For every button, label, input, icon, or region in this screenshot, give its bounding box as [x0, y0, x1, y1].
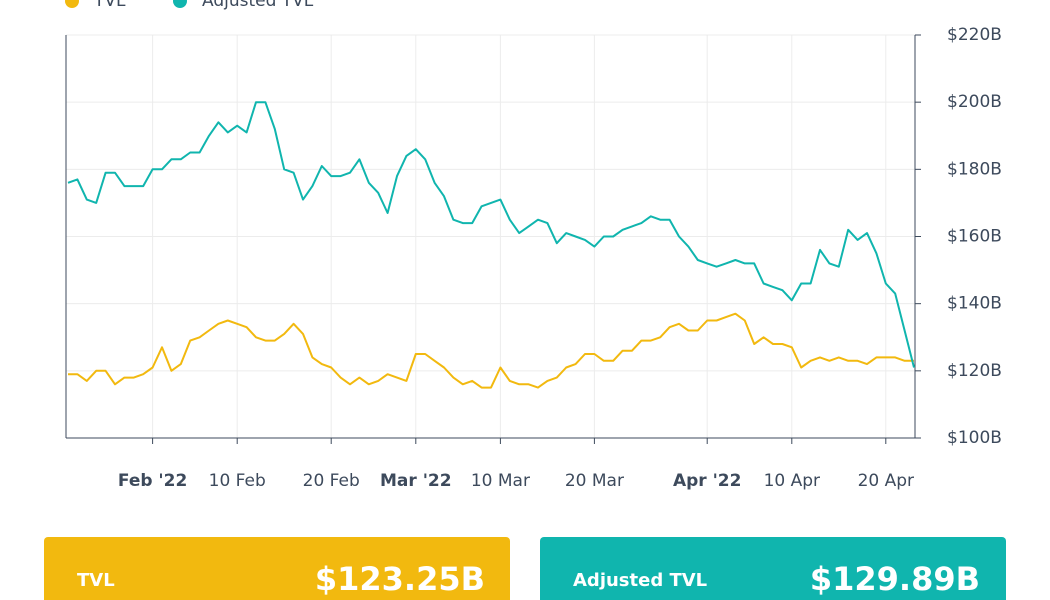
x-tick-label: 10 Mar [471, 471, 530, 491]
card-value: $123.25B [315, 560, 485, 598]
card-label: TVL [77, 570, 115, 591]
card-label: Adjusted TVL [573, 570, 707, 591]
y-tick-label: $140B [947, 294, 1002, 314]
legend-marker [65, 0, 79, 8]
series-line [68, 312, 914, 389]
x-tick-label: 10 Apr [764, 471, 820, 491]
y-tick-label: $200B [947, 92, 1002, 112]
x-tick-label: 20 Mar [565, 471, 624, 491]
y-tick-label: $100B [947, 428, 1002, 448]
y-tick-label: $220B [947, 25, 1002, 45]
card-value: $129.89B [810, 560, 980, 598]
x-tick-label: Mar '22 [380, 471, 452, 491]
y-tick-label: $180B [947, 159, 1002, 179]
x-tick-label: 20 Apr [858, 471, 914, 491]
legend-label: TVL [93, 0, 126, 11]
adjusted-tvl-card [540, 537, 1006, 600]
y-tick-label: $160B [947, 227, 1002, 247]
y-tick-label: $120B [947, 361, 1002, 381]
x-tick-label: 10 Feb [209, 471, 266, 491]
series-line [67, 101, 915, 368]
x-tick-label: Feb '22 [118, 471, 187, 491]
legend-label: Adjusted TVL [202, 0, 314, 11]
legend-marker [173, 0, 187, 8]
x-tick-label: 20 Feb [303, 471, 360, 491]
x-tick-label: Apr '22 [673, 471, 742, 491]
tvl-card [44, 537, 510, 600]
